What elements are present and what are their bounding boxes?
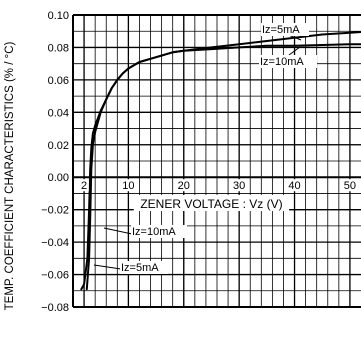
minor-grid <box>73 14 361 308</box>
axis-labels: ZENER VOLTAGE : Vz (V) TEMP. COEFFICIENT … <box>4 41 290 310</box>
x-tick-label-bg <box>286 179 303 192</box>
curve-annotation: Iz=10mA <box>260 56 304 68</box>
annotation-pointer <box>103 227 133 235</box>
curve-annotation: Iz=5mA <box>262 24 300 36</box>
x-tick-label-bg <box>231 179 248 192</box>
y-tick-label: −0.08 <box>41 302 69 314</box>
x-tick-label-bg <box>341 179 358 192</box>
y-tick-label: 0.10 <box>48 10 69 22</box>
x-tick-label-bg <box>120 179 137 192</box>
curve-annotation: Iz=5mA <box>121 262 159 274</box>
curve-annotation: Iz=10mA <box>132 226 176 238</box>
y-tick-label: −0.06 <box>41 270 69 282</box>
x-tick-label: 50 <box>344 180 356 192</box>
y-tick-label: 0.08 <box>48 42 69 54</box>
y-tick-label: −0.04 <box>41 237 69 249</box>
y-tick-label: 0.02 <box>48 140 69 152</box>
y-tick-label: −0.02 <box>41 205 69 217</box>
series-line-iz-10ma <box>85 43 361 291</box>
x-tick-label: 2 <box>81 180 87 192</box>
x-tick-label-bg <box>79 179 89 192</box>
x-tick-label: 30 <box>233 180 245 192</box>
annotation-bg <box>120 261 168 274</box>
plot-frame <box>72 14 361 308</box>
y-tick-label: 0.04 <box>48 107 69 119</box>
y-tick-label: 0.06 <box>48 75 69 87</box>
x-axis-label-bg <box>133 195 290 211</box>
y-tick-label: 0.00 <box>48 172 69 184</box>
x-tick-labels: 2 10 20 30 40 50 <box>79 179 358 192</box>
x-axis-label: ZENER VOLTAGE : Vz (V) <box>140 197 282 211</box>
annotation-pointer <box>93 264 122 270</box>
annotation-bg <box>261 23 309 36</box>
annotation-pointer <box>288 46 301 56</box>
annotations: Iz=5mA Iz=10mA Iz=10mA Iz=5mA <box>93 23 317 274</box>
y-axis-label: TEMP. COEFFICIENT CHARACTERISTICS (% / °… <box>4 41 16 310</box>
x-tick-label: 10 <box>122 180 134 192</box>
series-layer <box>80 31 361 291</box>
x-tick-label: 20 <box>178 180 190 192</box>
annotation-bg <box>259 55 317 68</box>
annotation-bg <box>131 225 187 238</box>
x-tick-label-bg <box>175 179 192 192</box>
y-tick-labels: 0.10 0.08 0.06 0.04 0.02 0.00 −0.02 −0.04 −0.06 −… <box>41 10 69 314</box>
x-tick-label: 40 <box>288 180 300 192</box>
